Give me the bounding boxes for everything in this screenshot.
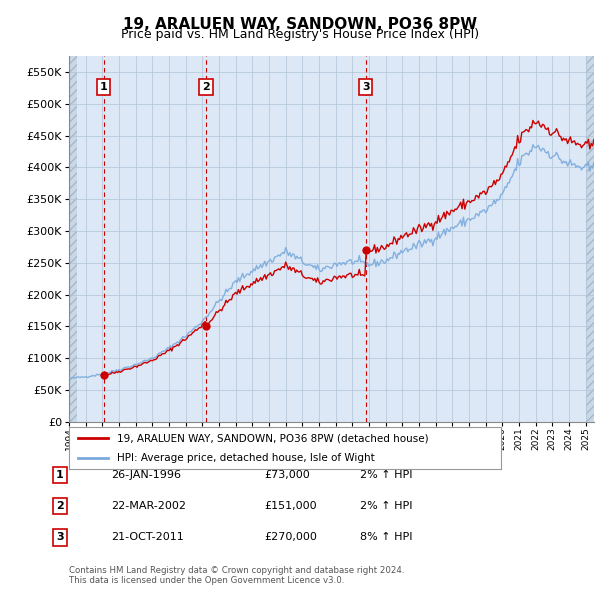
Text: £151,000: £151,000: [264, 502, 317, 511]
Text: 8% ↑ HPI: 8% ↑ HPI: [360, 533, 413, 542]
Text: 3: 3: [362, 82, 370, 92]
Text: This data is licensed under the Open Government Licence v3.0.: This data is licensed under the Open Gov…: [69, 576, 344, 585]
Text: 1: 1: [56, 470, 64, 480]
Text: £270,000: £270,000: [264, 533, 317, 542]
Text: 19, ARALUEN WAY, SANDOWN, PO36 8PW (detached house): 19, ARALUEN WAY, SANDOWN, PO36 8PW (deta…: [116, 434, 428, 444]
Text: 2% ↑ HPI: 2% ↑ HPI: [360, 470, 413, 480]
Text: Contains HM Land Registry data © Crown copyright and database right 2024.: Contains HM Land Registry data © Crown c…: [69, 566, 404, 575]
Text: HPI: Average price, detached house, Isle of Wight: HPI: Average price, detached house, Isle…: [116, 454, 374, 463]
Text: 22-MAR-2002: 22-MAR-2002: [111, 502, 186, 511]
Text: £73,000: £73,000: [264, 470, 310, 480]
Text: 19, ARALUEN WAY, SANDOWN, PO36 8PW: 19, ARALUEN WAY, SANDOWN, PO36 8PW: [123, 17, 477, 31]
Text: Price paid vs. HM Land Registry's House Price Index (HPI): Price paid vs. HM Land Registry's House …: [121, 28, 479, 41]
Text: 2% ↑ HPI: 2% ↑ HPI: [360, 502, 413, 511]
Text: 2: 2: [202, 82, 210, 92]
Text: 3: 3: [56, 533, 64, 542]
Text: 2: 2: [56, 502, 64, 511]
Text: 21-OCT-2011: 21-OCT-2011: [111, 533, 184, 542]
Text: 1: 1: [100, 82, 107, 92]
Text: 26-JAN-1996: 26-JAN-1996: [111, 470, 181, 480]
